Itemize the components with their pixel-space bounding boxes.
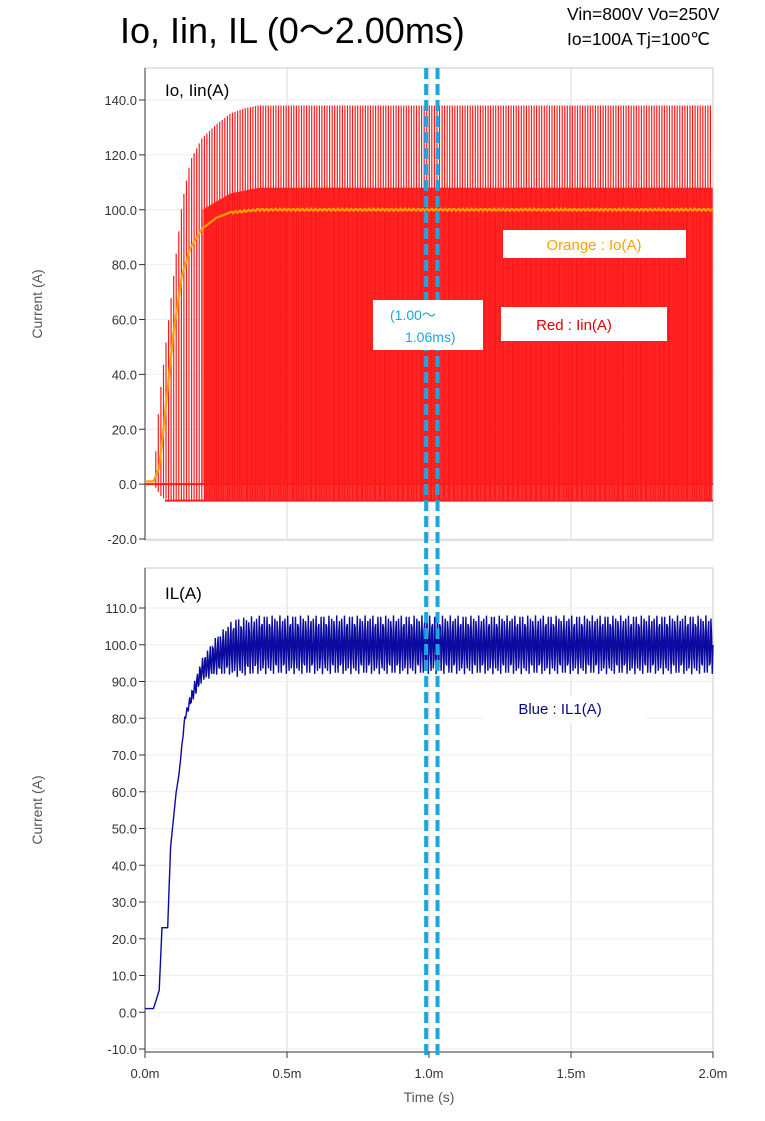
panel2-ytick-label: 30.0: [112, 895, 137, 910]
xtick-label: 0.0m: [131, 1066, 160, 1081]
xtick-label: 1.5m: [557, 1066, 586, 1081]
xtick-label: 2.0m: [699, 1066, 728, 1081]
condition-line-2: Io=100A Tj=100℃: [567, 29, 710, 49]
panel2-ytick-label: 0.0: [119, 1005, 137, 1020]
panel2-ytick-label: -10.0: [107, 1042, 137, 1057]
legend-red-label: Red : Iin(A): [536, 317, 612, 334]
panel2-ylabel: Current (A): [29, 775, 45, 844]
panel2-ytick-label: 50.0: [112, 822, 137, 837]
panel2-title: IL(A): [165, 584, 202, 603]
legend-orange-label: Orange : Io(A): [546, 237, 641, 254]
panel1-ytick-label: 140.0: [104, 93, 137, 108]
io-series-line: [145, 207, 714, 483]
panel1-ytick-label: 40.0: [112, 367, 137, 382]
il1-series-line: [145, 615, 714, 1010]
panel2-ytick-label: 40.0: [112, 858, 137, 873]
panel2-ytick-label: 60.0: [112, 785, 137, 800]
panel1-ylabel: Current (A): [29, 269, 45, 338]
legend-red-box: [501, 307, 667, 341]
annotation-line-2: 1.06ms): [405, 329, 456, 345]
legend-orange-box: [503, 230, 686, 258]
panel1-ytick-label: 20.0: [112, 422, 137, 437]
condition-line-1: Vin=800V Vo=250V: [567, 4, 720, 24]
panel2-ytick-label: 110.0: [105, 601, 137, 616]
panel2-ytick-label: 70.0: [112, 748, 137, 763]
panel1-ytick-label: 60.0: [112, 313, 137, 328]
panel2-ytick-label: 10.0: [112, 969, 137, 984]
panel2-ytick-label: 80.0: [112, 711, 137, 726]
panel1-ytick-label: 80.0: [112, 258, 137, 273]
panel1-title: Io, Iin(A): [165, 81, 229, 100]
panel1-ytick-label: 100.0: [104, 203, 137, 218]
annotation-line-1: (1.00〜: [390, 307, 436, 323]
xtick-label: 0.5m: [273, 1066, 302, 1081]
panel2-ytick-label: 100.0: [104, 638, 137, 653]
legend-blue-box: [483, 695, 646, 723]
annotation-box: [373, 300, 483, 350]
legend-blue-label: Blue : IL1(A): [518, 701, 601, 718]
chart-title: Io, Iin, IL (0〜2.00ms): [120, 10, 465, 51]
panel1-ytick-label: 0.0: [119, 477, 137, 492]
xtick-label: 1.0m: [415, 1066, 444, 1081]
xlabel: Time (s): [404, 1089, 455, 1105]
panel1-ytick-label: -20.0: [107, 532, 137, 547]
panel2-ytick-label: 90.0: [112, 675, 137, 690]
panel2-ytick-label: 20.0: [112, 932, 137, 947]
panel1-ytick-label: 120.0: [104, 148, 137, 163]
